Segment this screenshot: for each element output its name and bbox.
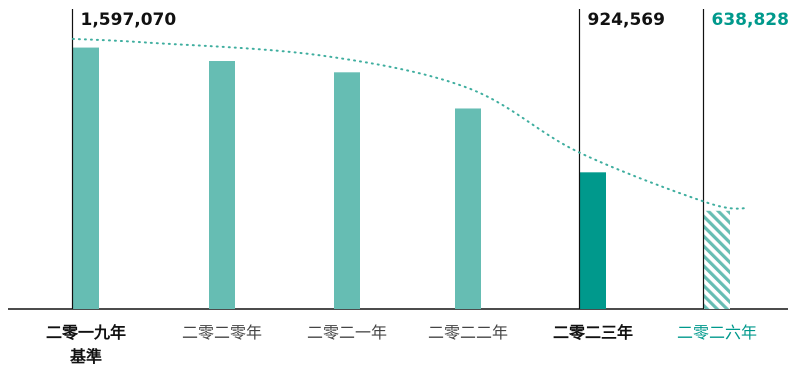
value-label-3: 638,828 [712, 10, 789, 30]
bar-4 [455, 108, 481, 310]
value-label-2: 924,569 [588, 10, 665, 30]
x-tick-label-2: 二零二零年 [182, 323, 262, 342]
value-label-1: 1,597,070 [81, 10, 177, 30]
x-tick-label-4: 二零二二年 [428, 323, 508, 342]
bar-5 [580, 172, 606, 309]
bar-3 [334, 72, 360, 309]
x-tick-label-1-line-1: 二零一九年 [46, 323, 126, 342]
trend-line [72, 37, 749, 210]
bar-6 [704, 210, 730, 309]
x-tick-label-3: 二零二一年 [307, 323, 387, 342]
x-tick-label-6: 二零二六年 [677, 323, 757, 342]
x-tick-label-1-line-2: 基準 [69, 347, 102, 366]
bar-1 [73, 47, 99, 309]
x-tick-label-5: 二零二三年 [553, 323, 633, 342]
bar-2 [209, 61, 235, 310]
